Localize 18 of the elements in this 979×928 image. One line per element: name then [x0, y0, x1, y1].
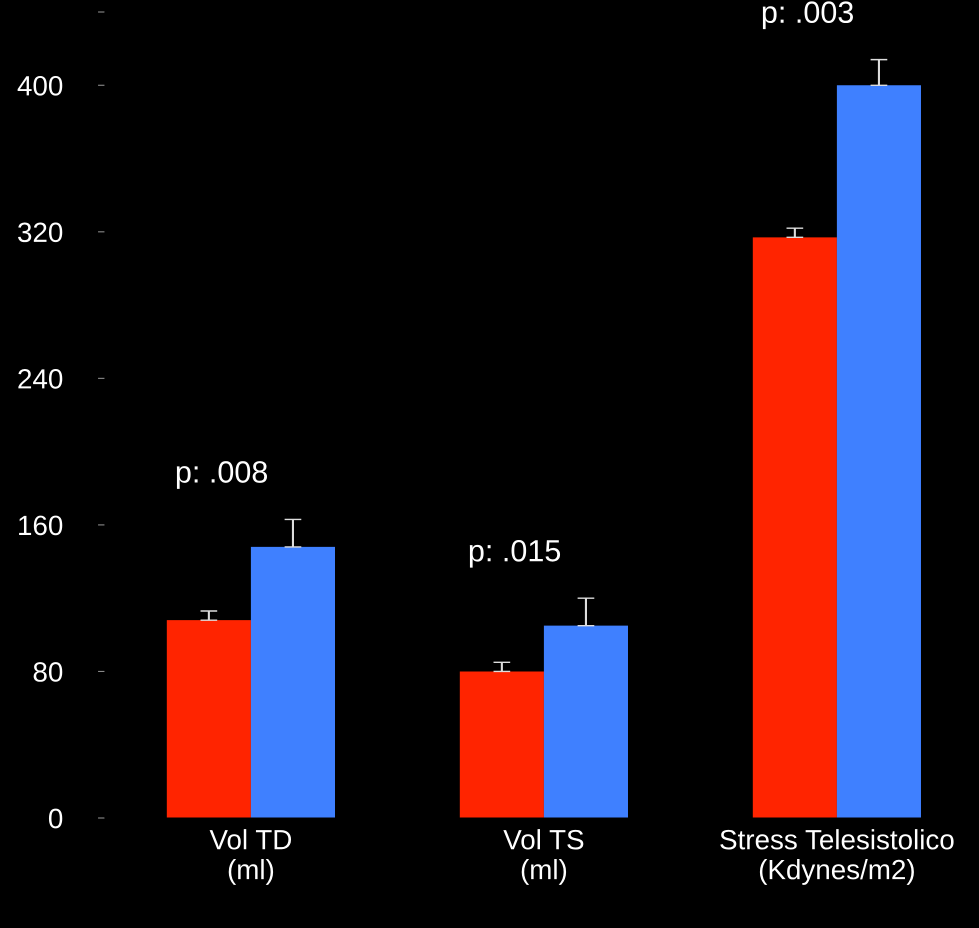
- x-tick-label: Vol TD (ml): [210, 829, 292, 885]
- x-tick-label: Stress Telesistolico (Kdynes/m2): [720, 829, 954, 885]
- bar: [460, 671, 544, 818]
- bar: [166, 620, 251, 818]
- bar: [250, 546, 335, 818]
- y-tick-label: 0: [48, 808, 62, 828]
- y-tick-label: 320: [18, 222, 62, 242]
- bar: [544, 626, 628, 818]
- y-tick-label: 240: [18, 369, 62, 389]
- annotation: p: .003: [762, 1, 853, 30]
- annotation: p: .008: [176, 461, 268, 489]
- y-tick-label: 80: [34, 662, 62, 682]
- y-tick-label: 400: [18, 76, 62, 96]
- annotation: p: .015: [470, 540, 560, 568]
- bar: [752, 237, 837, 818]
- x-tick-label: Vol TS (ml): [503, 829, 584, 885]
- y-tick-label: 160: [19, 516, 62, 536]
- bar: [836, 85, 921, 818]
